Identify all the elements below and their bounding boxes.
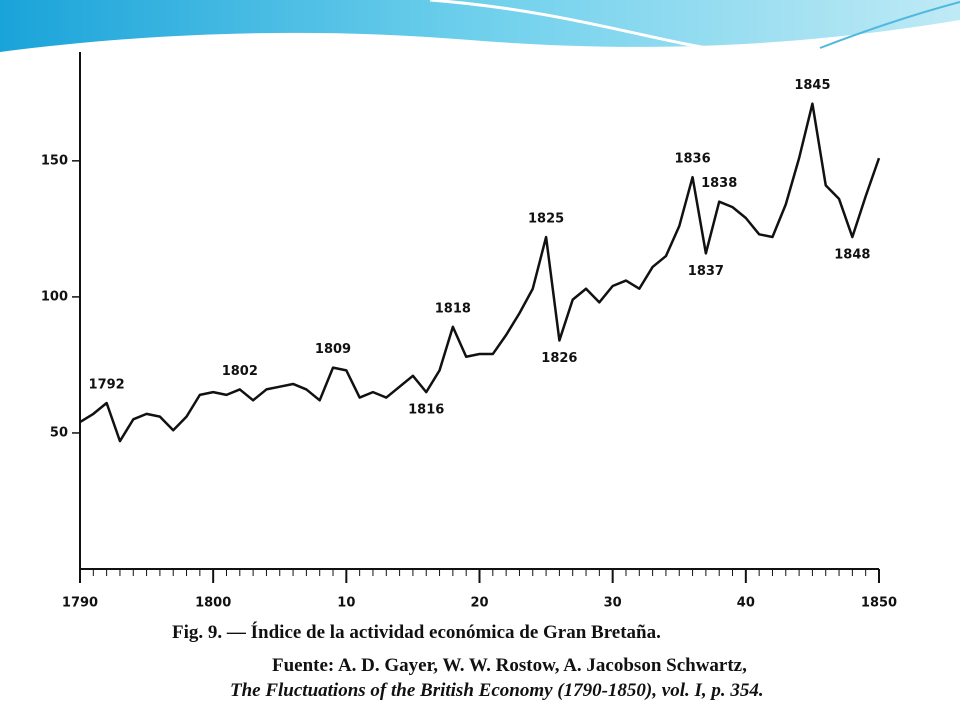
header-wave [0,0,960,52]
annotation: 1792 [89,378,125,393]
annotation: 1809 [315,342,351,357]
caption: Fig. 9. — Índice de la actividad económi… [172,621,661,643]
x-tick-label: 1790 [62,596,98,611]
y-tick-label: 100 [41,289,68,304]
annotation: 1838 [701,176,737,191]
y-tick-label: 50 [50,425,68,440]
x-tick-label: 20 [470,596,488,611]
annotation: 1837 [688,264,724,279]
data-line [79,102,881,443]
header-stroke [429,0,721,52]
x-tick-label: 30 [604,596,622,611]
annotation: 1836 [674,152,710,167]
annotation: 1826 [541,351,577,366]
y-tick-label: 150 [41,153,68,168]
header-stroke [819,1,960,49]
source-line: Fuente: A. D. Gayer, W. W. Rostow, A. Ja… [272,655,747,676]
annotation: 1802 [222,364,258,379]
x-tick-label: 10 [337,596,355,611]
annotation: 1848 [834,248,870,263]
x-tick-label: 1850 [861,596,897,611]
annotation: 1825 [528,212,564,227]
source-line: The Fluctuations of the British Economy … [230,680,764,701]
x-tick-label: 40 [737,596,755,611]
annotation: 1845 [794,78,830,93]
x-tick-label: 1800 [195,596,231,611]
annotation: 1818 [435,301,471,316]
annotation: 1816 [408,403,444,418]
